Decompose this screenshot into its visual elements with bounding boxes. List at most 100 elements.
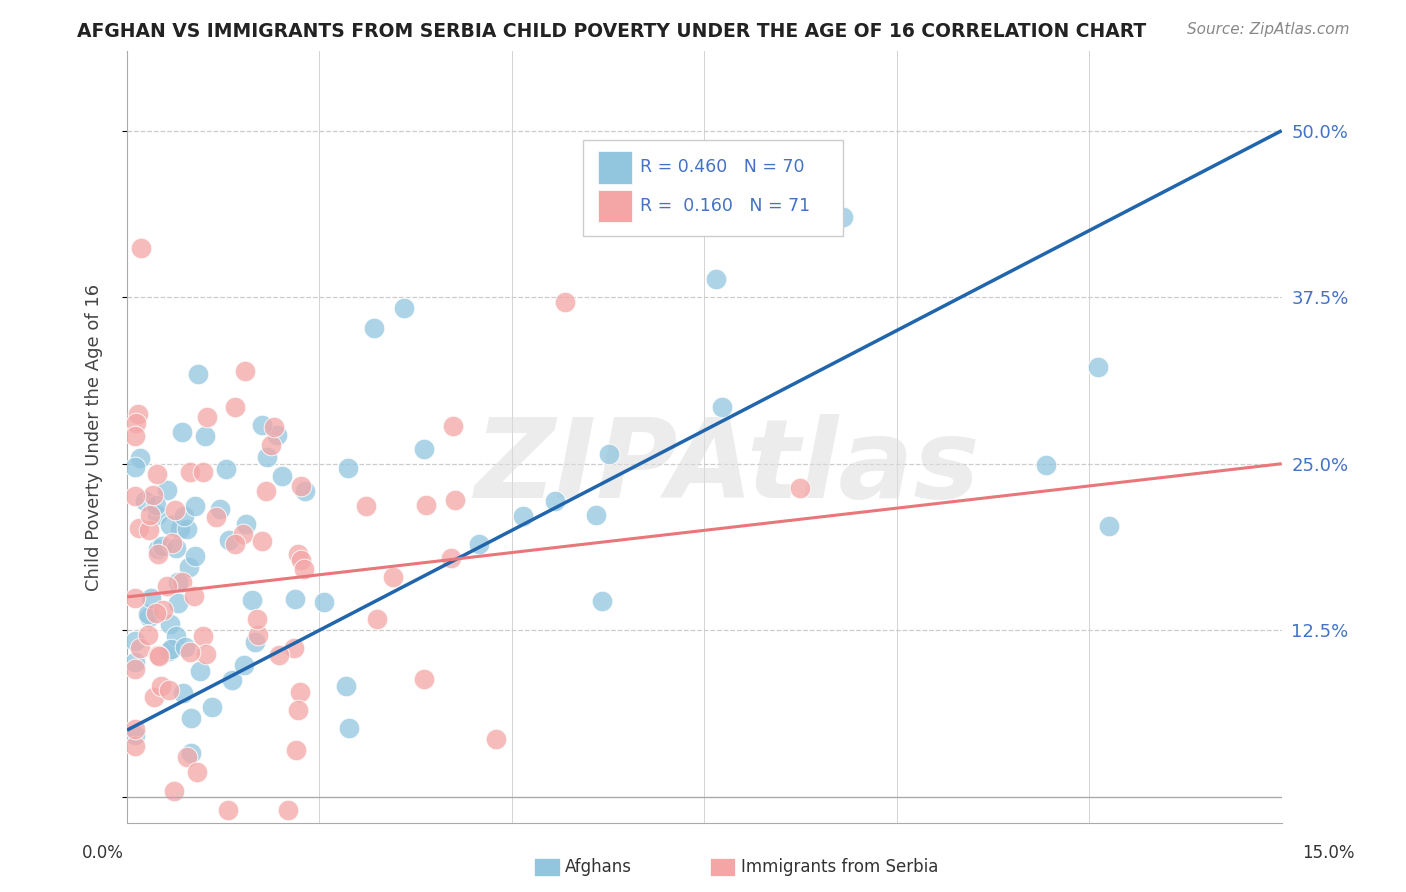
Text: AFGHAN VS IMMIGRANTS FROM SERBIA CHILD POVERTY UNDER THE AGE OF 16 CORRELATION C: AFGHAN VS IMMIGRANTS FROM SERBIA CHILD P… bbox=[77, 22, 1146, 41]
Point bbox=[136, 628, 159, 642]
Point bbox=[287, 703, 309, 717]
Point bbox=[145, 498, 167, 512]
Bar bbox=[710, 858, 735, 876]
Point bbox=[232, 527, 254, 541]
Point bbox=[598, 448, 620, 462]
Point bbox=[292, 562, 315, 576]
Point bbox=[165, 629, 187, 643]
Point bbox=[148, 542, 170, 557]
Point bbox=[195, 409, 218, 424]
Point bbox=[194, 429, 217, 443]
Point bbox=[704, 272, 727, 286]
Point bbox=[128, 521, 150, 535]
Point bbox=[167, 574, 190, 589]
Point bbox=[468, 536, 491, 550]
Bar bbox=[534, 858, 560, 876]
Point bbox=[412, 442, 434, 456]
Point bbox=[169, 522, 191, 536]
Point bbox=[554, 294, 576, 309]
Point bbox=[184, 500, 207, 514]
Point bbox=[165, 541, 187, 555]
Point bbox=[125, 416, 148, 430]
Text: ZIPAtlas: ZIPAtlas bbox=[475, 415, 980, 522]
Point bbox=[146, 648, 169, 663]
Point bbox=[246, 612, 269, 626]
Point bbox=[157, 644, 180, 658]
Point bbox=[139, 591, 162, 605]
Point bbox=[485, 732, 508, 747]
Point bbox=[134, 494, 156, 508]
Point bbox=[270, 469, 292, 483]
Point bbox=[256, 450, 278, 464]
Point bbox=[356, 500, 378, 514]
Point bbox=[138, 523, 160, 537]
Point bbox=[187, 367, 209, 381]
Point bbox=[176, 749, 198, 764]
Point bbox=[294, 483, 316, 498]
Point bbox=[179, 465, 201, 479]
Point bbox=[288, 685, 311, 699]
Point bbox=[124, 728, 146, 742]
Point bbox=[392, 301, 415, 316]
Point bbox=[441, 419, 464, 434]
Point bbox=[266, 427, 288, 442]
Point bbox=[233, 657, 256, 672]
Point bbox=[163, 784, 186, 798]
Point bbox=[283, 641, 305, 656]
Point bbox=[591, 593, 613, 607]
Point bbox=[412, 672, 434, 686]
Point bbox=[235, 517, 257, 532]
Point bbox=[124, 591, 146, 606]
Point bbox=[240, 593, 263, 607]
Point bbox=[124, 429, 146, 443]
Point bbox=[138, 610, 160, 624]
Point bbox=[173, 509, 195, 524]
Point bbox=[172, 685, 194, 699]
Point bbox=[290, 479, 312, 493]
Point bbox=[832, 210, 855, 224]
Text: Immigrants from Serbia: Immigrants from Serbia bbox=[741, 858, 938, 876]
Point bbox=[215, 462, 238, 476]
Point bbox=[145, 606, 167, 620]
Point bbox=[184, 549, 207, 563]
Point bbox=[180, 747, 202, 761]
Point bbox=[160, 535, 183, 549]
Point bbox=[254, 484, 277, 499]
Point bbox=[174, 640, 197, 654]
Point bbox=[440, 550, 463, 565]
Point bbox=[543, 493, 565, 508]
Point bbox=[176, 522, 198, 536]
FancyBboxPatch shape bbox=[583, 139, 842, 236]
Point bbox=[711, 400, 734, 414]
Point bbox=[127, 408, 149, 422]
Point bbox=[269, 648, 291, 662]
Text: Source: ZipAtlas.com: Source: ZipAtlas.com bbox=[1187, 22, 1350, 37]
Point bbox=[218, 533, 240, 547]
Point bbox=[277, 803, 299, 817]
Point bbox=[195, 647, 218, 661]
Point bbox=[179, 559, 201, 574]
Point bbox=[201, 699, 224, 714]
Point bbox=[1098, 519, 1121, 533]
Point bbox=[186, 765, 208, 780]
Point bbox=[150, 679, 173, 693]
Y-axis label: Child Poverty Under the Age of 16: Child Poverty Under the Age of 16 bbox=[86, 284, 103, 591]
Point bbox=[166, 596, 188, 610]
Point bbox=[284, 591, 307, 606]
Point bbox=[143, 690, 166, 705]
Point bbox=[205, 509, 228, 524]
Point bbox=[512, 509, 534, 524]
Point bbox=[243, 634, 266, 648]
Point bbox=[287, 547, 309, 561]
Point bbox=[585, 508, 607, 522]
Point bbox=[217, 803, 239, 817]
Point bbox=[145, 508, 167, 522]
Point bbox=[1035, 458, 1057, 472]
Point bbox=[190, 664, 212, 678]
Point bbox=[1087, 360, 1109, 375]
Point bbox=[285, 743, 308, 757]
Text: Afghans: Afghans bbox=[565, 858, 633, 876]
Point bbox=[221, 673, 243, 687]
Point bbox=[415, 499, 437, 513]
Point bbox=[246, 628, 269, 642]
